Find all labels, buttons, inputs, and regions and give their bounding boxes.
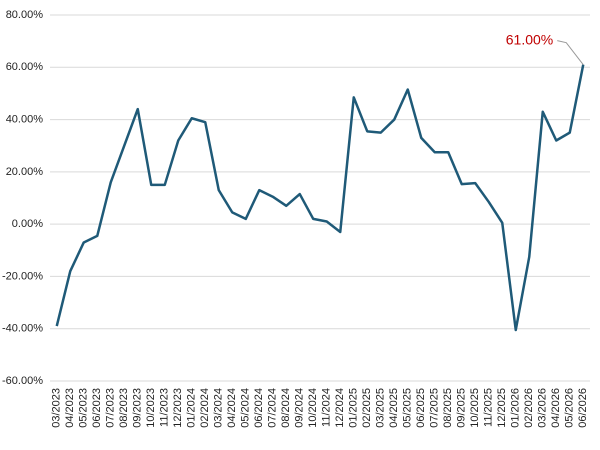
x-tick-label: 09/2025 [456, 388, 468, 428]
x-tick-label: 12/2023 [172, 388, 184, 428]
x-tick-label: 01/2024 [186, 388, 198, 428]
value-annotation: 61.00% [506, 31, 553, 47]
x-tick-label: 07/2025 [429, 388, 441, 428]
x-tick-label: 10/2024 [307, 388, 319, 428]
x-tick-label: 10/2025 [469, 388, 481, 428]
x-tick-label: 01/2026 [510, 388, 522, 428]
x-tick-label: 05/2026 [564, 388, 576, 428]
x-tick-label: 02/2026 [523, 388, 535, 428]
x-tick-label: 04/2024 [226, 388, 238, 428]
x-tick-label: 05/2025 [402, 388, 414, 428]
y-tick-label: 60.00% [6, 61, 44, 73]
x-tick-label: 10/2023 [145, 388, 157, 428]
x-tick-label: 07/2023 [105, 388, 117, 428]
x-tick-label: 11/2023 [159, 388, 171, 427]
x-tick-label: 12/2024 [334, 388, 346, 428]
y-tick-label: -60.00% [2, 375, 43, 387]
x-tick-label: 11/2024 [321, 388, 333, 427]
y-tick-label: -40.00% [2, 323, 43, 335]
x-tick-label: 09/2023 [132, 388, 144, 428]
x-tick-label: 04/2023 [64, 388, 76, 428]
x-tick-label: 02/2025 [361, 388, 373, 428]
y-tick-label: 20.00% [6, 166, 44, 178]
x-tick-label: 06/2024 [253, 388, 265, 428]
x-tick-label: 04/2026 [550, 388, 562, 428]
annotation-leader [557, 40, 584, 65]
x-tick-label: 02/2024 [199, 388, 211, 428]
y-tick-label: 80.00% [6, 9, 44, 21]
y-tick-label: 0.00% [12, 218, 43, 230]
x-tick-label: 05/2024 [240, 388, 252, 428]
x-tick-label: 11/2025 [483, 388, 495, 427]
x-tick-label: 12/2025 [496, 388, 508, 428]
x-tick-label: 03/2025 [375, 388, 387, 428]
data-line [55, 64, 585, 332]
x-tick-label: 04/2025 [388, 388, 400, 428]
x-tick-label: 07/2024 [267, 388, 279, 428]
x-tick-label: 08/2023 [118, 388, 130, 428]
x-tick-label: 03/2026 [537, 388, 549, 428]
x-tick-label: 06/2023 [91, 388, 103, 428]
x-tick-label: 08/2024 [280, 388, 292, 428]
x-tick-label: 05/2023 [78, 388, 90, 428]
x-tick-label: 09/2024 [294, 388, 306, 428]
x-tick-label: 03/2023 [51, 388, 63, 428]
y-tick-label: 40.00% [6, 113, 44, 125]
x-tick-label: 08/2025 [442, 388, 454, 428]
y-tick-label: -20.00% [2, 270, 43, 282]
x-tick-label: 06/2025 [415, 388, 427, 428]
x-tick-label: 03/2024 [213, 388, 225, 428]
x-tick-label: 01/2025 [348, 388, 360, 428]
x-tick-label: 06/2026 [577, 388, 589, 428]
